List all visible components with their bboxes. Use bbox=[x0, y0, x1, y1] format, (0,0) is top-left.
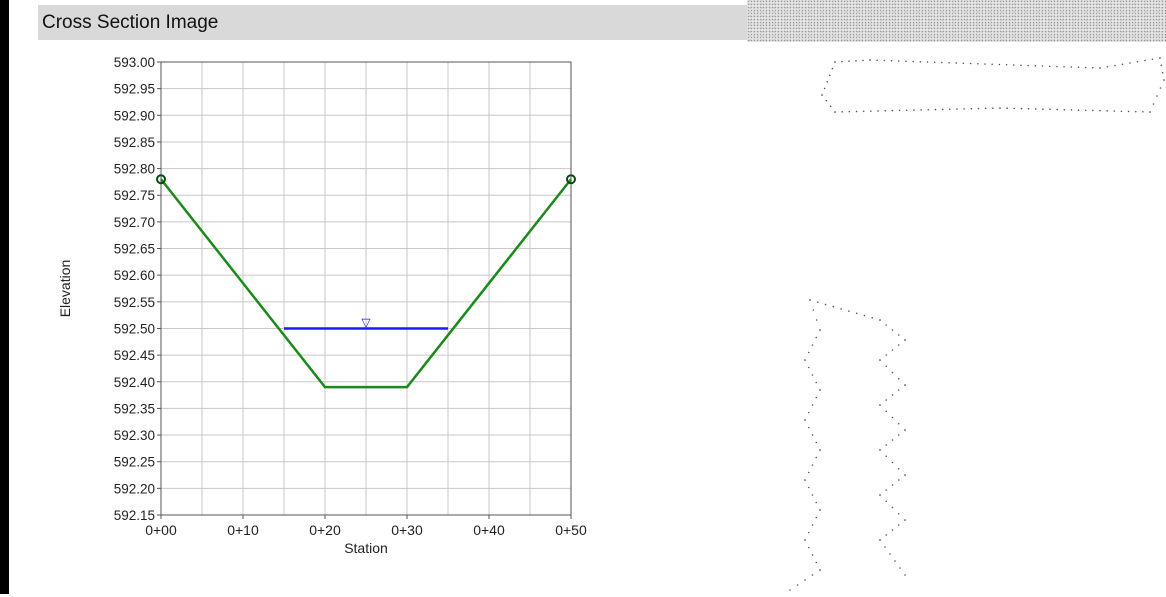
y-tick-label: 592.70 bbox=[114, 215, 155, 230]
plot-frame bbox=[160, 61, 572, 516]
noise-strip bbox=[747, 0, 1166, 42]
y-tick-label: 592.40 bbox=[114, 375, 155, 390]
y-tick-label: 592.45 bbox=[114, 348, 155, 363]
y-tick-label: 592.75 bbox=[114, 188, 155, 203]
cross-section-chart: 593.00 592.95 592.90 592.85 592.80 592.75 592.… bbox=[40, 52, 600, 592]
x-axis-label: Station bbox=[344, 540, 388, 556]
x-tick-label: 0+40 bbox=[473, 522, 505, 538]
x-tick-label: 0+10 bbox=[227, 522, 259, 538]
left-border bbox=[0, 0, 9, 594]
y-tick-label: 592.15 bbox=[114, 508, 155, 523]
water-surface-marker: ▽ bbox=[361, 315, 371, 329]
y-axis-label: Elevation bbox=[57, 260, 73, 318]
x-tick-label: 0+50 bbox=[555, 522, 587, 538]
y-tick-label: 592.50 bbox=[114, 321, 155, 336]
endpoint-marker bbox=[566, 174, 576, 185]
chart-svg: 593.00 592.95 592.90 592.85 592.80 592.75 592.… bbox=[57, 55, 587, 556]
x-tick-label: 0+30 bbox=[391, 522, 423, 538]
endpoint-marker bbox=[156, 174, 166, 185]
x-tick-label: 0+00 bbox=[145, 522, 177, 538]
y-tick-label: 592.90 bbox=[114, 108, 155, 123]
y-tick-label: 592.20 bbox=[114, 481, 155, 496]
y-tick-label: 592.95 bbox=[114, 82, 155, 97]
y-tick-label: 592.25 bbox=[114, 455, 155, 470]
y-tick-label: 592.85 bbox=[114, 135, 155, 150]
section-title: Cross Section Image bbox=[42, 12, 219, 33]
section-header: Cross Section Image bbox=[38, 5, 747, 40]
y-tick-label: 593.00 bbox=[114, 55, 155, 70]
y-tick-label: 592.60 bbox=[114, 268, 155, 283]
y-tick-label: 592.65 bbox=[114, 242, 155, 257]
y-tick-label: 592.55 bbox=[114, 295, 155, 310]
y-tick-label: 592.30 bbox=[114, 428, 155, 443]
ground-profile-line bbox=[160, 178, 572, 389]
y-tick-label: 592.35 bbox=[114, 401, 155, 416]
x-tick-label: 0+20 bbox=[309, 522, 341, 538]
y-tick-label: 592.80 bbox=[114, 162, 155, 177]
